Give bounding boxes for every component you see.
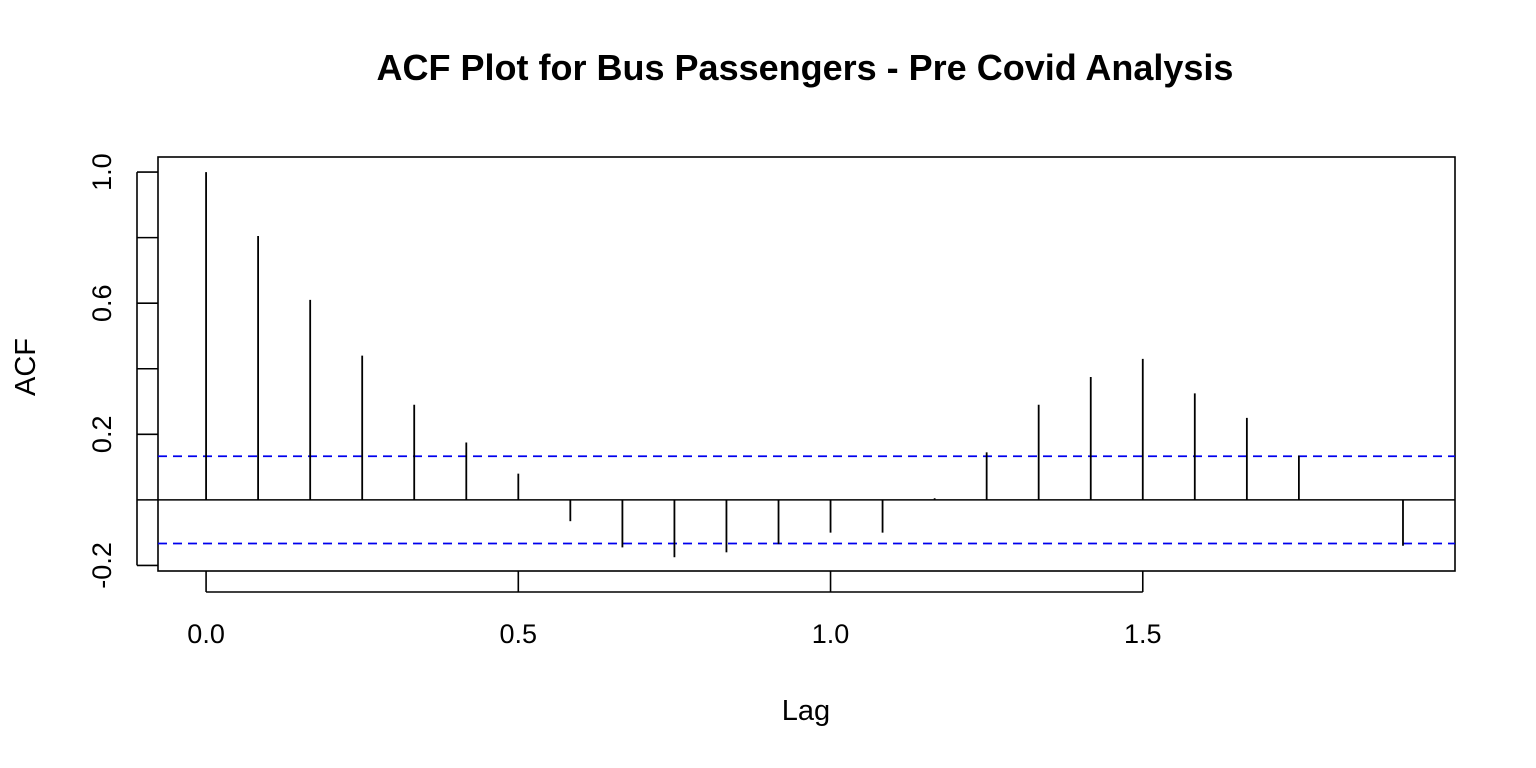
x-tick-label: 1.0 <box>812 619 850 649</box>
y-tick-label: 1.0 <box>87 153 117 191</box>
x-tick-label: 1.5 <box>1124 619 1162 649</box>
chart-title: ACF Plot for Bus Passengers - Pre Covid … <box>377 47 1234 88</box>
plot-frame <box>157 156 1456 572</box>
x-tick-label: 0.0 <box>187 619 225 649</box>
x-tick-label: 0.5 <box>500 619 538 649</box>
x-axis-label: Lag <box>782 695 830 727</box>
y-tick-label: 0.6 <box>87 284 117 322</box>
y-axis-label: ACF <box>10 338 42 396</box>
plot-area: 0.0 0.5 1.0 1.5 -0.2 0.2 0.6 1.0 <box>87 153 1456 649</box>
y-tick-label: 0.2 <box>87 416 117 454</box>
y-tick-label: -0.2 <box>87 542 117 589</box>
